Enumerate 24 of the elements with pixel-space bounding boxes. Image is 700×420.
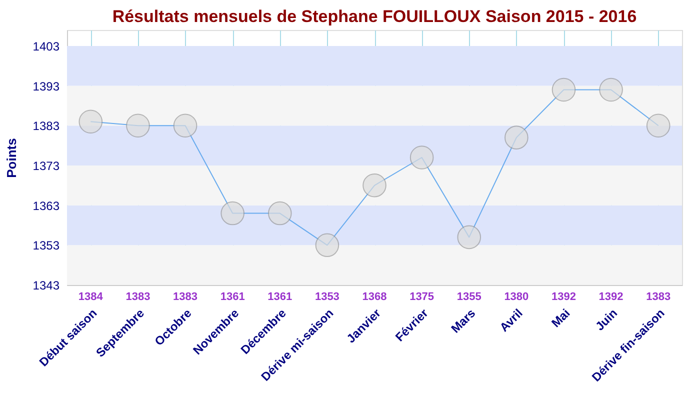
data-label: 1383	[173, 291, 198, 303]
data-label: 1380	[504, 291, 529, 303]
data-label: 1392	[551, 291, 576, 303]
chart-title: Résultats mensuels de Stephane FOUILLOUX Saison 2015 - 2016	[112, 7, 637, 26]
data-label: 1392	[598, 291, 624, 303]
y-axis-title: Points	[4, 138, 19, 178]
data-label: 1368	[362, 291, 387, 303]
y-tick-label: 1343	[32, 278, 60, 292]
data-label: 1355	[456, 291, 482, 303]
y-tick-label: 1353	[32, 238, 60, 253]
data-label: 1361	[268, 291, 292, 303]
data-label: 1383	[646, 291, 671, 303]
data-label: 1361	[220, 291, 245, 303]
data-label: 1353	[314, 291, 340, 303]
y-tick-label: 1383	[32, 119, 60, 134]
y-tick-label: 1403	[32, 39, 60, 54]
x-tick-label: Juin	[592, 306, 620, 334]
data-label: 1375	[410, 291, 434, 303]
data-label: 1384	[78, 291, 104, 303]
y-tick-label: 1373	[32, 158, 60, 173]
y-tick-label: 1363	[32, 198, 60, 213]
y-tick-label: 1393	[32, 79, 60, 94]
x-tick-label: Mai	[548, 306, 573, 330]
data-label: 1383	[126, 291, 150, 303]
